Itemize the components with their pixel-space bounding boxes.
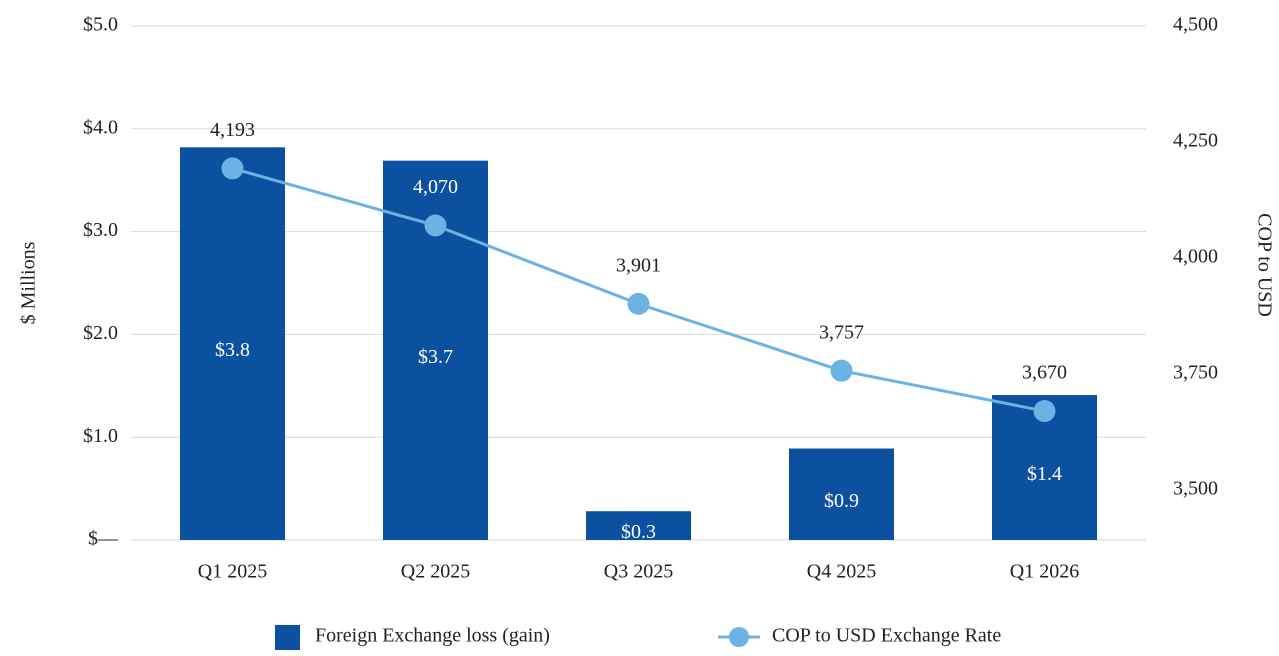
line-value-label: 3,670: [1022, 362, 1067, 384]
y2-tick-label: 3,500: [1173, 477, 1218, 499]
y2-tick-label: 4,500: [1173, 14, 1218, 36]
y2-tick-label: 4,250: [1173, 130, 1218, 152]
legend-label: Foreign Exchange loss (gain): [315, 625, 550, 647]
bar-value-label: $3.8: [215, 339, 250, 361]
y2-tick-label: 3,750: [1173, 362, 1218, 384]
bar-value-label: $1.4: [1027, 463, 1062, 485]
line-value-label: 3,757: [819, 321, 864, 343]
y-tick-label: $2.0: [83, 322, 118, 344]
x-tick-label: Q1 2025: [198, 561, 267, 583]
x-tick-label: Q3 2025: [604, 561, 673, 583]
x-tick-label: Q2 2025: [401, 561, 470, 583]
y-tick-label: $1.0: [83, 425, 118, 447]
line-point: [424, 214, 447, 237]
legend-swatch-marker: [729, 627, 749, 647]
y2-axis-title: COP to USD: [1253, 213, 1275, 317]
line-point: [830, 359, 853, 382]
y2-tick-label: 4,000: [1173, 246, 1218, 268]
line-point: [1033, 400, 1056, 423]
bar-value-label: $0.9: [824, 490, 859, 512]
line-value-label: 3,901: [616, 254, 661, 276]
y-tick-label: $3.0: [83, 219, 118, 241]
legend-label: COP to USD Exchange Rate: [772, 625, 1001, 647]
y-tick-label: $—: [88, 528, 119, 550]
bar: [586, 511, 691, 540]
line-value-label: 4,070: [413, 176, 458, 198]
bar-value-label: $0.3: [621, 521, 656, 543]
line-point: [627, 292, 650, 315]
bar: [789, 448, 894, 540]
x-tick-label: Q4 2025: [807, 561, 876, 583]
bar-value-label: $3.7: [418, 346, 453, 368]
y-tick-label: $5.0: [83, 14, 118, 36]
line-point: [221, 157, 244, 180]
line: [232, 166, 1045, 413]
y-tick-label: $4.0: [83, 116, 118, 138]
legend-swatch: [275, 625, 300, 650]
line-value-label: 4,193: [210, 119, 255, 141]
y-axis-title: $ Millions: [18, 241, 40, 324]
x-tick-label: Q1 2026: [1010, 561, 1079, 583]
bar: [180, 147, 285, 540]
